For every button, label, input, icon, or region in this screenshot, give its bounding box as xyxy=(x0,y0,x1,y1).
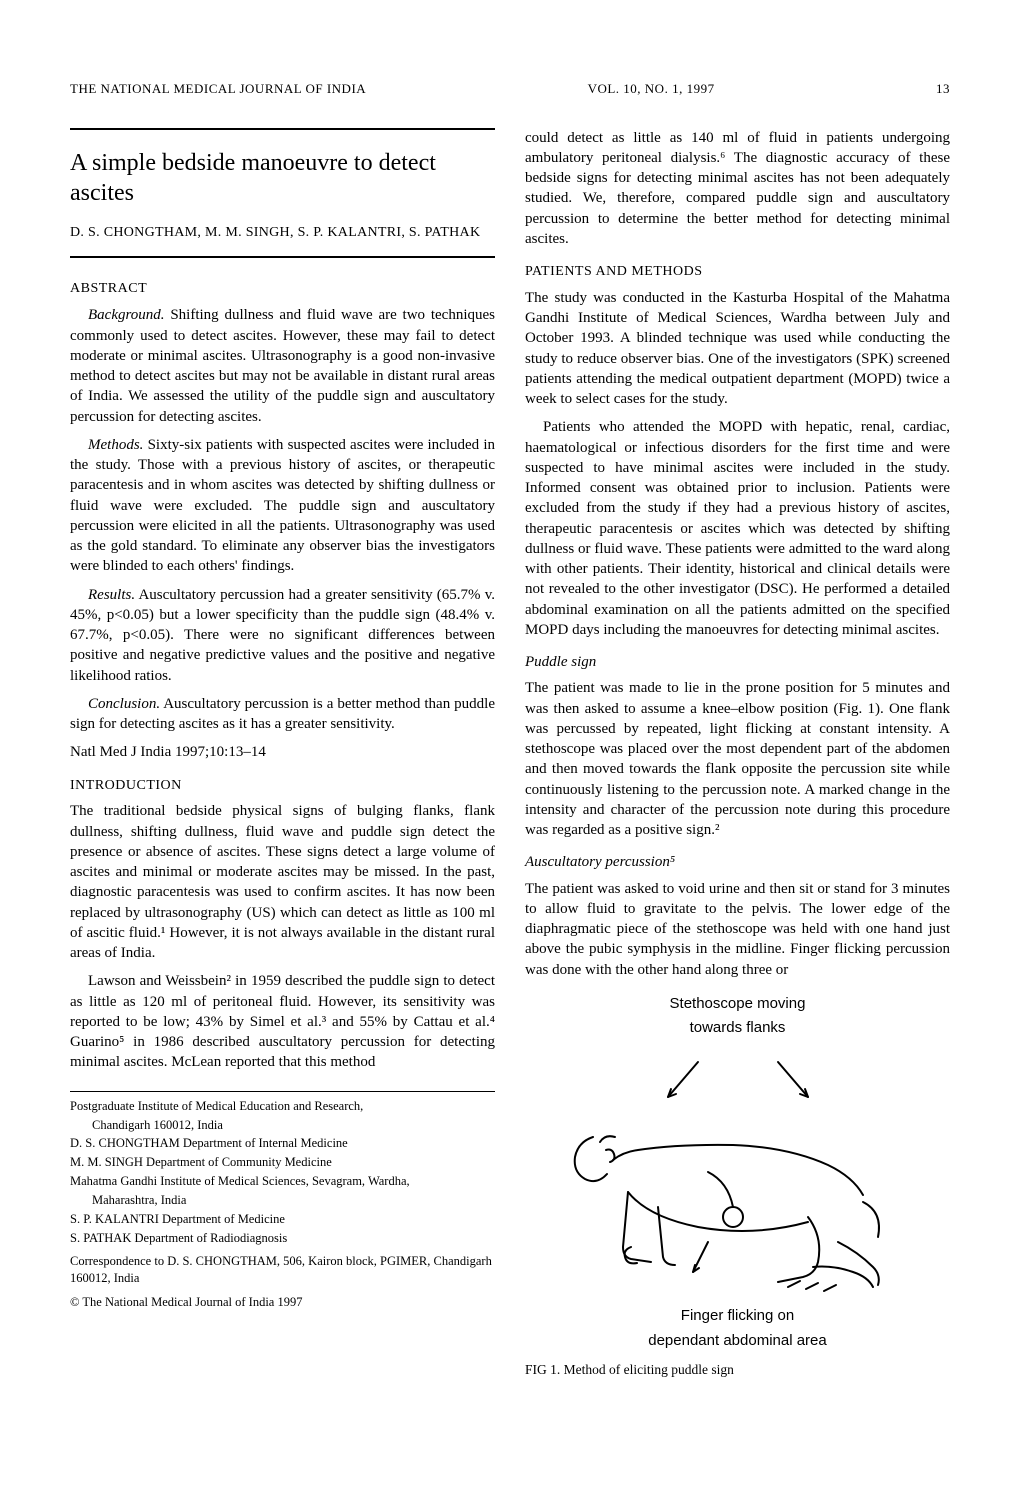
methods-head: PATIENTS AND METHODS xyxy=(525,263,950,282)
running-header: THE NATIONAL MEDICAL JOURNAL OF INDIA VO… xyxy=(70,80,950,98)
background-text: Shifting dullness and fluid wave are two… xyxy=(70,307,495,424)
lead-continuation: could detect as little as 140 ml of flui… xyxy=(525,128,950,250)
puddle-sign-illustration xyxy=(558,1042,918,1302)
affil-author3: S. P. KALANTRI Department of Medicine xyxy=(70,1211,495,1228)
fig-top-label-1: Stethoscope moving xyxy=(525,994,950,1014)
results-label: Results. xyxy=(88,587,135,603)
methods-p2: Patients who attended the MOPD with hepa… xyxy=(525,417,950,640)
intro-p1: The traditional bedside physical signs o… xyxy=(70,801,495,963)
abstract-conclusion: Conclusion. Auscultatory percussion is a… xyxy=(70,694,495,735)
methods-text: Sixty-six patients with suspected ascite… xyxy=(70,437,495,575)
affil-inst2-addr: Maharashtra, India xyxy=(70,1192,495,1209)
page-number: 13 xyxy=(936,80,950,98)
ausc-subhead: Auscultatory percussion⁵ xyxy=(525,852,950,872)
copyright-line: © The National Medical Journal of India … xyxy=(70,1294,495,1311)
volume-issue: VOL. 10, NO. 1, 1997 xyxy=(588,80,715,98)
affil-inst2: Mahatma Gandhi Institute of Medical Scie… xyxy=(70,1173,495,1190)
abstract-background: Background. Shifting dullness and fluid … xyxy=(70,305,495,427)
right-column: could detect as little as 140 ml of flui… xyxy=(525,128,950,1380)
fig-bottom-label-2: dependant abdominal area xyxy=(525,1331,950,1351)
methods-p1: The study was conducted in the Kasturba … xyxy=(525,288,950,410)
article-title: A simple bedside manoeuvre to detect asc… xyxy=(70,148,495,208)
abstract-head: ABSTRACT xyxy=(70,280,495,299)
puddle-subhead: Puddle sign xyxy=(525,652,950,672)
rule-bottom xyxy=(70,256,495,258)
author-line: D. S. CHONGTHAM, M. M. SINGH, S. P. KALA… xyxy=(70,224,495,243)
journal-name: THE NATIONAL MEDICAL JOURNAL OF INDIA xyxy=(70,80,366,98)
affil-author4: S. PATHAK Department of Radiodiagnosis xyxy=(70,1230,495,1247)
conclusion-label: Conclusion. xyxy=(88,696,160,712)
two-column-layout: A simple bedside manoeuvre to detect asc… xyxy=(70,128,950,1380)
abstract-block: ABSTRACT Background. Shifting dullness a… xyxy=(70,280,495,762)
ausc-text: The patient was asked to void urine and … xyxy=(525,879,950,980)
abstract-results: Results. Auscultatory percussion had a g… xyxy=(70,585,495,686)
rule-top xyxy=(70,128,495,130)
abstract-methods: Methods. Sixty-six patients with suspect… xyxy=(70,435,495,577)
correspondence: Correspondence to D. S. CHONGTHAM, 506, … xyxy=(70,1253,495,1287)
fig-top-label-2: towards flanks xyxy=(525,1018,950,1038)
affil-inst1-addr: Chandigarh 160012, India xyxy=(70,1117,495,1134)
intro-p2: Lawson and Weissbein² in 1959 described … xyxy=(70,971,495,1072)
affiliation-block: Postgraduate Institute of Medical Educat… xyxy=(70,1091,495,1287)
methods-label: Methods. xyxy=(88,437,143,453)
puddle-text: The patient was made to lie in the prone… xyxy=(525,678,950,840)
background-label: Background. xyxy=(88,307,165,323)
affil-inst1: Postgraduate Institute of Medical Educat… xyxy=(70,1098,495,1115)
fig-bottom-label-1: Finger flicking on xyxy=(525,1306,950,1326)
introduction-head: INTRODUCTION xyxy=(70,777,495,796)
figure-1: Stethoscope moving towards flanks xyxy=(525,994,950,1379)
left-column: A simple bedside manoeuvre to detect asc… xyxy=(70,128,495,1380)
introduction-block: INTRODUCTION The traditional bedside phy… xyxy=(70,777,495,1073)
affil-author1: D. S. CHONGTHAM Department of Internal M… xyxy=(70,1135,495,1152)
affil-author2: M. M. SINGH Department of Community Medi… xyxy=(70,1154,495,1171)
abstract-citation: Natl Med J India 1997;10:13–14 xyxy=(70,742,495,762)
figure-caption: FIG 1. Method of eliciting puddle sign xyxy=(525,1361,950,1379)
